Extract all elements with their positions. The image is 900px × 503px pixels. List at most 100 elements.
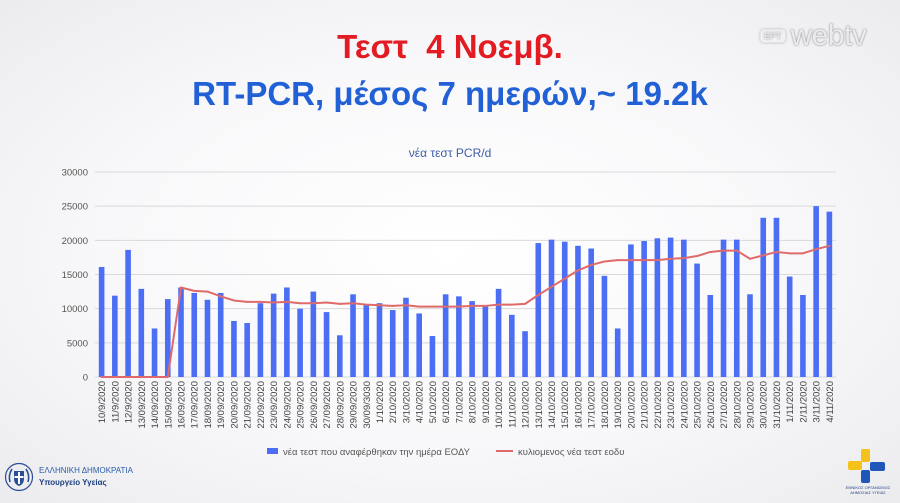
bar: [138, 288, 145, 377]
bar: [601, 275, 608, 377]
y-tick-label: 10000: [62, 304, 88, 315]
line-point: [219, 295, 222, 298]
line-series: [100, 244, 831, 378]
line-point: [365, 303, 368, 306]
line-point: [497, 303, 500, 306]
line-point: [748, 257, 751, 260]
y-tick-label: 25000: [62, 202, 88, 213]
bar: [403, 297, 409, 377]
line-point: [232, 299, 235, 302]
x-tick-label: 16/10/2020: [573, 381, 584, 429]
bar: [588, 248, 595, 377]
line-point: [775, 250, 778, 253]
x-tick-label: 17/10/2020: [587, 381, 598, 429]
x-tick-label: 15/10/2020: [560, 381, 571, 429]
chart-title: νέα τεστ PCR/d: [409, 146, 492, 160]
greek-coat-of-arms-icon: [4, 462, 34, 492]
bar: [694, 263, 700, 377]
bar: [125, 249, 131, 377]
bar: [98, 266, 105, 377]
bar: [151, 328, 158, 377]
x-tick-label: 8/10/2020: [468, 381, 479, 423]
bar: [495, 288, 502, 377]
line-point: [563, 277, 566, 280]
x-tick-label: 23/09/2020: [269, 381, 280, 429]
line-point: [312, 302, 315, 305]
ministry-label: ΕΛΛΗΝΙΚΗ ΔΗΜΟΚΡΑΤΙΑ Υπουργείο Υγείας: [39, 465, 133, 489]
line-point: [643, 259, 646, 262]
line-point: [153, 376, 156, 378]
line-point: [696, 255, 699, 258]
x-tick-label: 4/10/2020: [415, 381, 426, 423]
bar: [178, 287, 184, 377]
x-tick-label: 30/09/3030: [362, 381, 373, 429]
line-point: [404, 304, 407, 307]
line-point: [140, 376, 143, 378]
x-tick-label: 10/10/2020: [494, 381, 505, 429]
y-axis-tick-labels: 0 5000 10000 15000 20000 25000 30000: [62, 168, 88, 384]
x-tick-label: 10/9/2020: [97, 381, 108, 423]
x-tick-label: 29/10/2020: [745, 381, 756, 429]
line-point: [537, 294, 540, 296]
line-point: [550, 285, 553, 288]
x-tick-label: 2/11/2020: [798, 381, 809, 423]
line-point: [722, 249, 725, 252]
y-tick-label: 0: [83, 373, 88, 384]
x-tick-label: 25/09/2020: [296, 381, 307, 429]
ministry-line-2: Υπουργείο Υγείας: [39, 478, 107, 487]
y-tick-label: 15000: [62, 270, 88, 281]
x-tick-label: 12/9/2020: [124, 381, 135, 423]
bar: [733, 239, 740, 377]
line-point: [100, 376, 103, 378]
bar: [389, 310, 396, 377]
bar: [416, 313, 422, 377]
line-point: [127, 376, 130, 378]
bar: [575, 245, 581, 377]
x-tick-label: 3/11/2020: [812, 381, 823, 423]
bar: [336, 335, 343, 377]
bar: [191, 292, 198, 377]
bar: [561, 241, 568, 377]
headline-date: Τεστ 4 Νοεμβ.: [337, 28, 563, 65]
bar: [112, 295, 118, 377]
webtv-logo-text: webtv: [790, 19, 867, 52]
y-tick-label: 20000: [62, 236, 88, 247]
x-tick-label: 22/10/2020: [653, 381, 664, 429]
bar: [231, 320, 237, 377]
bar: [376, 303, 383, 377]
line-point: [285, 300, 288, 303]
bar: [800, 295, 806, 377]
line-point: [656, 259, 659, 262]
line-point: [457, 305, 460, 308]
x-tick-label: 25/10/2020: [693, 381, 704, 429]
x-tick-label: 5/10/2020: [428, 381, 439, 423]
bar: [442, 294, 449, 377]
x-tick-label: 12/10/2020: [521, 381, 532, 429]
x-tick-label: 1/11/2020: [785, 381, 796, 423]
rolling-average-line: [100, 244, 831, 378]
line-point: [206, 290, 209, 293]
line-point: [325, 301, 328, 304]
legend-bar-swatch: [267, 448, 278, 454]
x-tick-label: 2/10/2020: [388, 381, 399, 423]
x-tick-label: 20/10/2020: [626, 381, 637, 429]
eody-logo-icon: ΕΘΝΙΚΟΣ ΟΡΓΑΝΙΣΜΟΣ ΔΗΜΟΣΙΑΣ ΥΓΕΙΑΣ: [846, 449, 891, 495]
bar: [429, 336, 436, 377]
line-point: [180, 286, 183, 289]
bar: [628, 244, 634, 377]
y-tick-label: 5000: [67, 338, 88, 349]
line-point: [682, 257, 685, 260]
ert-logo-box: ΕΡΤ: [760, 29, 786, 43]
x-tick-label: 26/09/2020: [309, 381, 320, 429]
line-point: [444, 305, 447, 308]
x-tick-label: 6/10/2020: [441, 381, 452, 423]
line-point: [576, 269, 579, 272]
x-axis-tick-labels: 10/9/2020 11/9/2020 12/9/2020 13/09/2020 14/…: [97, 381, 836, 429]
line-point: [193, 289, 196, 292]
bar: [786, 276, 793, 377]
line-point: [709, 250, 712, 253]
x-tick-label: 26/10/2020: [706, 381, 717, 429]
eody-logo-line-1: ΕΘΝΙΚΟΣ ΟΡΓΑΝΙΣΜΟΣ: [846, 485, 891, 490]
line-point: [391, 304, 394, 307]
bar: [522, 331, 528, 377]
